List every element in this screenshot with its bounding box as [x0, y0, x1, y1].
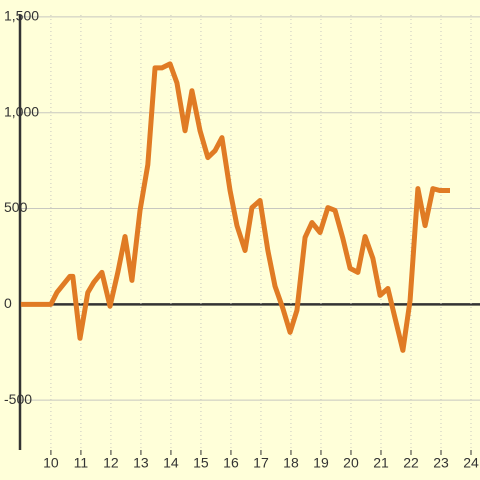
y-tick-label: 500 — [4, 199, 28, 215]
y-tick-label: -500 — [4, 391, 32, 407]
x-tick-label: 12 — [103, 455, 119, 471]
x-tick-label: 19 — [313, 455, 329, 471]
x-tick-label: 21 — [373, 455, 389, 471]
x-tick-label: 18 — [283, 455, 299, 471]
x-tick-label: 13 — [133, 455, 149, 471]
x-tick-label: 17 — [253, 455, 269, 471]
x-tick-label: 10 — [43, 455, 59, 471]
line — [20, 61, 450, 353]
x-tick-label: 22 — [403, 455, 419, 471]
x-tick-label: 20 — [343, 455, 359, 471]
x-tick-label: 24 — [463, 455, 479, 471]
x-tick-label: 16 — [223, 455, 239, 471]
y-tick-label: 0 — [4, 295, 12, 311]
x-tick-label: 11 — [74, 455, 89, 471]
x-tick-label: 15 — [193, 455, 209, 471]
y-tick-label: 1,000 — [4, 103, 39, 119]
x-tick-label: 14 — [163, 455, 179, 471]
x-tick-label: 23 — [433, 455, 449, 471]
y-tick-label: 1,500 — [4, 8, 39, 24]
